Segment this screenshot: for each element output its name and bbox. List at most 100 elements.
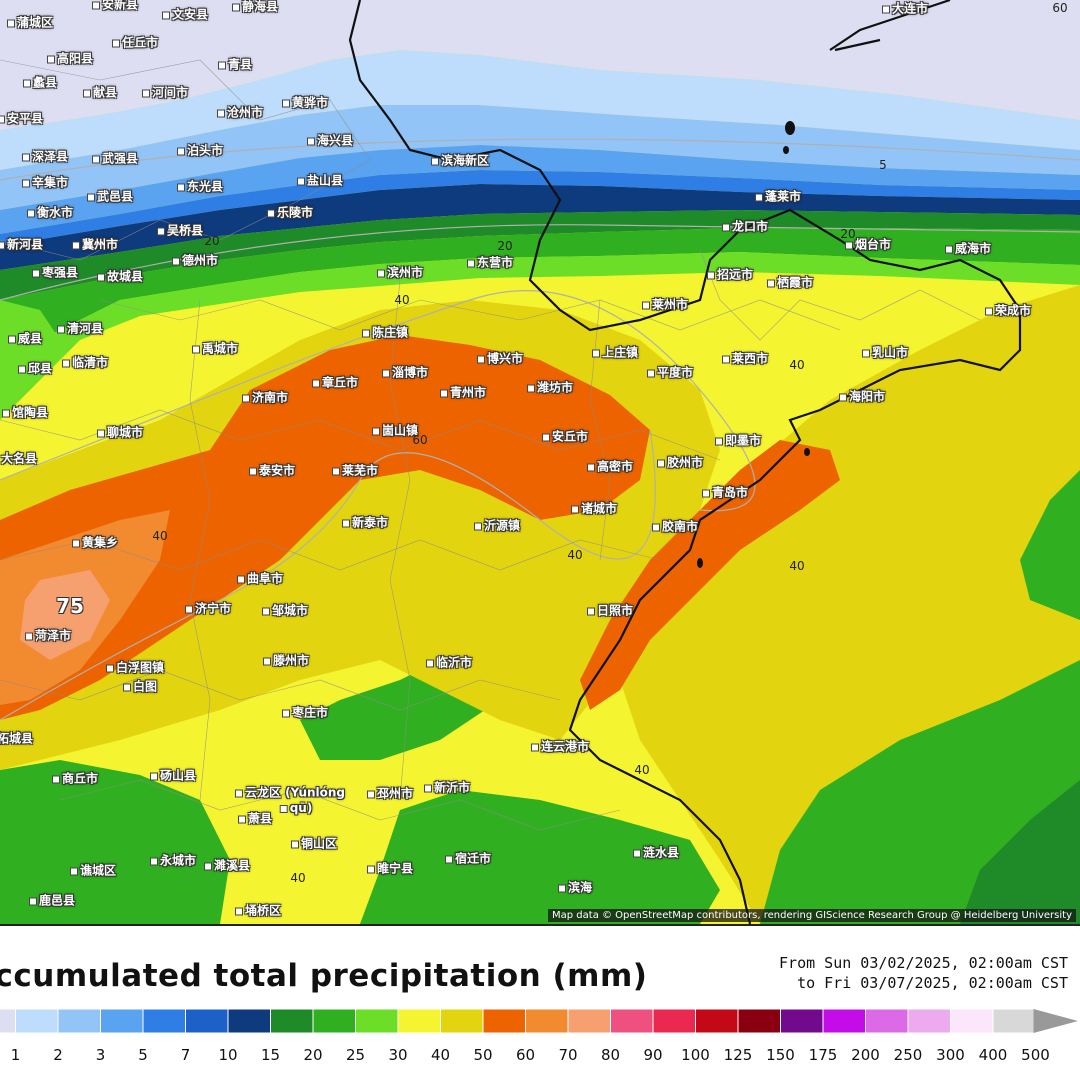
scale-tick-label: 1 xyxy=(10,1046,21,1064)
city-label: 烟台市 xyxy=(844,236,891,253)
scale-tick-label: 175 xyxy=(808,1046,838,1064)
city-label: 枣庄市 xyxy=(281,704,328,721)
city-marker-icon xyxy=(56,325,65,333)
city-label: 白浮图镇 xyxy=(105,659,164,676)
city-label: 乐陵市 xyxy=(266,204,313,221)
city-marker-icon xyxy=(82,89,91,97)
city-name: 枣强县 xyxy=(41,265,79,280)
city-label: 睢宁县 xyxy=(366,860,413,877)
city-name: 荣成市 xyxy=(994,303,1032,318)
city-marker-icon xyxy=(721,355,730,363)
city-label: 龙口市 xyxy=(721,218,768,235)
city-name: 濉溪县 xyxy=(213,858,251,873)
city-label: 埇桥区 xyxy=(234,902,281,919)
city-label: 泊头市 xyxy=(176,142,223,159)
city-marker-icon xyxy=(656,459,665,467)
city-marker-icon xyxy=(984,307,993,315)
city-label: 滨州市 xyxy=(376,264,423,281)
city-marker-icon xyxy=(541,433,550,441)
city-label: 武邑县 xyxy=(86,188,133,205)
city-label: 故城县 xyxy=(96,268,144,285)
band-1-2 xyxy=(0,0,1080,130)
city-marker-icon xyxy=(217,61,226,69)
city-label: 曲阜市 xyxy=(236,570,283,587)
city-label: 宿迁市 xyxy=(444,850,491,867)
city-marker-icon xyxy=(376,269,385,277)
city-name: 鹿邑县 xyxy=(38,893,76,908)
city-name: 吴桥县 xyxy=(166,223,204,238)
city-marker-icon xyxy=(234,789,243,797)
city-label: 平度市 xyxy=(646,364,694,381)
city-marker-icon xyxy=(526,384,535,392)
scale-tick-label: 300 xyxy=(936,1046,965,1064)
time-period: From Sun 03/02/2025, 02:00am CST to Fri … xyxy=(779,953,1068,993)
city-name: 日照市 xyxy=(596,603,634,618)
city-marker-icon xyxy=(51,775,60,783)
city-marker-icon xyxy=(105,664,114,672)
city-label: 柘城县 xyxy=(0,730,33,747)
color-scale-segment xyxy=(992,1008,1036,1034)
city-label: 胶州市 xyxy=(656,454,703,471)
city-name: 禹城市 xyxy=(201,341,239,356)
city-name: 临清市 xyxy=(71,355,109,370)
scale-tick-label: 2 xyxy=(53,1046,63,1064)
city-label: 青州市 xyxy=(439,384,486,401)
city-name: 任丘市 xyxy=(121,35,159,50)
city-name: 蓬莱市 xyxy=(764,189,802,204)
contour-value-label: 60 xyxy=(412,433,428,447)
map-attribution[interactable]: Map data © OpenStreetMap contributors, r… xyxy=(548,909,1076,922)
city-label: 商丘市 xyxy=(51,770,99,787)
band-2-3 xyxy=(0,50,1080,170)
city-name: 菏泽市 xyxy=(34,628,72,643)
city-name: 涟水县 xyxy=(642,845,680,860)
city-marker-icon xyxy=(944,245,953,253)
city-marker-icon xyxy=(91,155,100,163)
city-marker-icon xyxy=(366,865,375,873)
city-name: 商丘市 xyxy=(61,771,99,786)
city-marker-icon xyxy=(466,259,475,267)
color-scale-segment xyxy=(100,1008,144,1034)
city-label: 招远市 xyxy=(706,266,753,283)
city-label: qū) xyxy=(279,801,312,815)
contour-lines xyxy=(0,0,1080,924)
city-marker-icon xyxy=(381,369,390,377)
city-marker-icon xyxy=(26,209,35,217)
city-label: 威县 xyxy=(7,330,42,347)
city-name: 衡水市 xyxy=(36,205,74,220)
city-name: 青岛市 xyxy=(711,485,749,500)
contour-value-label: 40 xyxy=(789,559,805,573)
city-label: 馆陶县 xyxy=(1,404,48,421)
city-name: 故城县 xyxy=(106,269,144,284)
city-marker-icon xyxy=(266,209,275,217)
band-20-25 xyxy=(0,228,1080,360)
city-name: 栖霞市 xyxy=(776,275,814,290)
city-label: 博兴市 xyxy=(476,350,523,367)
contour-value-label: 40 xyxy=(152,529,168,543)
city-marker-icon xyxy=(425,659,434,667)
city-name: 安平县 xyxy=(6,111,44,126)
city-marker-icon xyxy=(28,897,37,905)
city-marker-icon xyxy=(262,657,271,665)
city-marker-icon xyxy=(530,743,539,751)
city-name: 滕州市 xyxy=(272,653,310,668)
scale-tick-label: 15 xyxy=(260,1046,281,1064)
city-label: 威海市 xyxy=(944,240,991,257)
city-marker-icon xyxy=(714,437,723,445)
color-scale-segment xyxy=(567,1008,611,1034)
color-scale-segment xyxy=(270,1008,314,1034)
city-marker-icon xyxy=(557,884,566,892)
city-name: 大连市 xyxy=(891,1,929,16)
city-name: 青县 xyxy=(227,57,253,72)
band-7-10 xyxy=(0,170,1080,246)
city-label: 莱州市 xyxy=(641,296,688,313)
city-label: 菏泽市 xyxy=(24,627,72,644)
city-label: 上庄镇 xyxy=(591,344,638,361)
city-marker-icon xyxy=(341,519,350,527)
contour-value-label: 40 xyxy=(567,548,583,562)
city-name: 平度市 xyxy=(656,365,694,380)
city-name: 诸城市 xyxy=(580,501,618,516)
city-name: 蠡县 xyxy=(32,75,58,90)
city-label: 枣强县 xyxy=(31,264,79,281)
city-name: 高密市 xyxy=(596,459,634,474)
city-marker-icon xyxy=(371,427,380,435)
